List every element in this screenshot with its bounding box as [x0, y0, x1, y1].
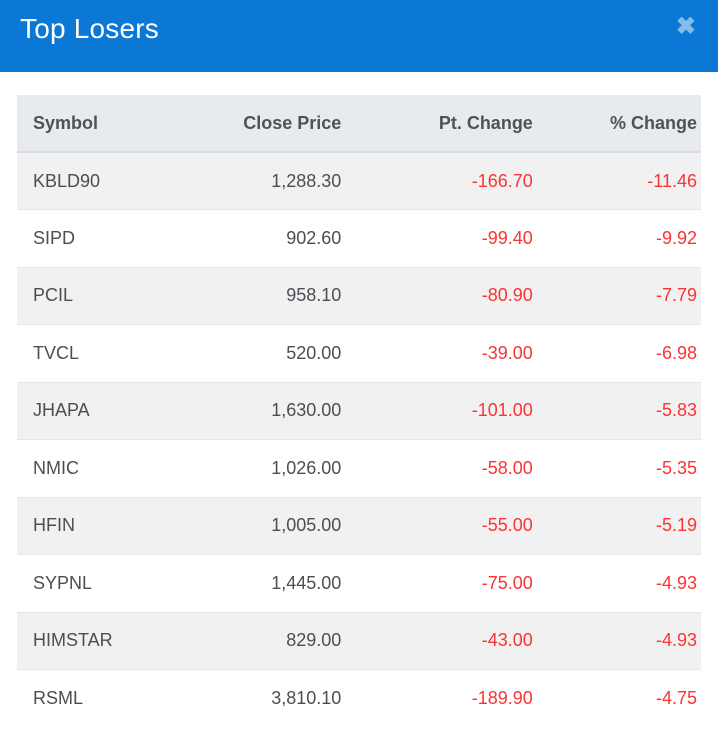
- cell-symbol: SIPD: [17, 209, 188, 267]
- close-icon: ✖: [675, 13, 696, 40]
- cell-symbol: KBLD90: [17, 152, 188, 210]
- table-row: NMIC 1,026.00 -58.00 -5.35: [17, 439, 701, 497]
- table-row: PCIL 958.10 -80.90 -7.79: [17, 266, 701, 325]
- cell-pt-change: -75.00: [345, 554, 537, 612]
- cell-pct-change: -4.93: [536, 554, 701, 612]
- table-row: HIMSTAR 829.00 -43.00 -4.93: [17, 611, 701, 670]
- cell-close-price: 1,630.00: [188, 381, 346, 440]
- close-button[interactable]: ✖: [676, 11, 696, 39]
- cell-close-price: 520.00: [188, 324, 346, 382]
- table-row: SIPD 902.60 -99.40 -9.92: [17, 209, 701, 267]
- cell-pct-change: -5.83: [536, 381, 701, 440]
- cell-close-price: 1,288.30: [188, 152, 346, 210]
- cell-pt-change: -80.90: [345, 266, 537, 325]
- cell-pct-change: -5.35: [536, 439, 701, 497]
- modal-header: Top Losers ✖: [0, 0, 718, 72]
- cell-pct-change: -11.46: [536, 152, 701, 210]
- cell-pt-change: -101.00: [345, 381, 537, 440]
- modal-title: Top Losers: [20, 13, 159, 44]
- cell-close-price: 829.00: [188, 611, 346, 670]
- table-body: KBLD90 1,288.30 -166.70 -11.46 SIPD 902.60 -99…: [17, 152, 701, 727]
- column-header-close-price: Close Price: [188, 95, 346, 153]
- cell-symbol: NMIC: [17, 439, 188, 497]
- cell-pct-change: -4.75: [536, 669, 701, 727]
- cell-close-price: 1,026.00: [188, 439, 346, 497]
- table-row: JHAPA 1,630.00 -101.00 -5.83: [17, 381, 701, 440]
- cell-pt-change: -39.00: [345, 324, 537, 382]
- cell-pt-change: -189.90: [345, 669, 537, 727]
- table-header-row: Symbol Close Price Pt. Change% Change: [17, 95, 701, 153]
- cell-close-price: 1,005.00: [188, 496, 346, 555]
- column-header--change: % Change: [536, 95, 701, 153]
- cell-pct-change: -5.19: [536, 496, 701, 555]
- cell-symbol: PCIL: [17, 266, 188, 325]
- cell-pt-change: -166.70: [345, 152, 537, 210]
- cell-symbol: SYPNL: [17, 554, 188, 612]
- table-row: KBLD90 1,288.30 -166.70 -11.46: [17, 152, 701, 210]
- cell-pct-change: -4.93: [536, 611, 701, 670]
- cell-symbol: HIMSTAR: [17, 611, 188, 670]
- cell-pct-change: -6.98: [536, 324, 701, 382]
- cell-symbol: TVCL: [17, 324, 188, 382]
- cell-pt-change: -55.00: [345, 496, 537, 555]
- cell-close-price: 902.60: [188, 209, 346, 267]
- column-header-symbol: Symbol: [17, 95, 188, 153]
- cell-pct-change: -9.92: [536, 209, 701, 267]
- cell-pt-change: -43.00: [345, 611, 537, 670]
- top-losers-table: Symbol Close Price Pt. Change% Change KBLD…: [17, 95, 701, 727]
- table-row: RSML 3,810.10 -189.90 -4.75: [17, 669, 701, 727]
- cell-close-price: 1,445.00: [188, 554, 346, 612]
- cell-symbol: HFIN: [17, 496, 188, 555]
- cell-close-price: 958.10: [188, 266, 346, 325]
- cell-symbol: JHAPA: [17, 381, 188, 440]
- cell-pt-change: -99.40: [345, 209, 537, 267]
- table-row: TVCL 520.00 -39.00 -6.98: [17, 324, 701, 382]
- table-row: SYPNL 1,445.00 -75.00 -4.93: [17, 554, 701, 612]
- table-row: HFIN 1,005.00 -55.00 -5.19: [17, 496, 701, 555]
- cell-close-price: 3,810.10: [188, 669, 346, 727]
- cell-pct-change: -7.79: [536, 266, 701, 325]
- cell-symbol: RSML: [17, 669, 188, 727]
- column-header-pt-change: Pt. Change: [345, 95, 537, 153]
- top-losers-table-container: Symbol Close Price Pt. Change% Change KBLD…: [17, 95, 701, 727]
- cell-pt-change: -58.00: [345, 439, 537, 497]
